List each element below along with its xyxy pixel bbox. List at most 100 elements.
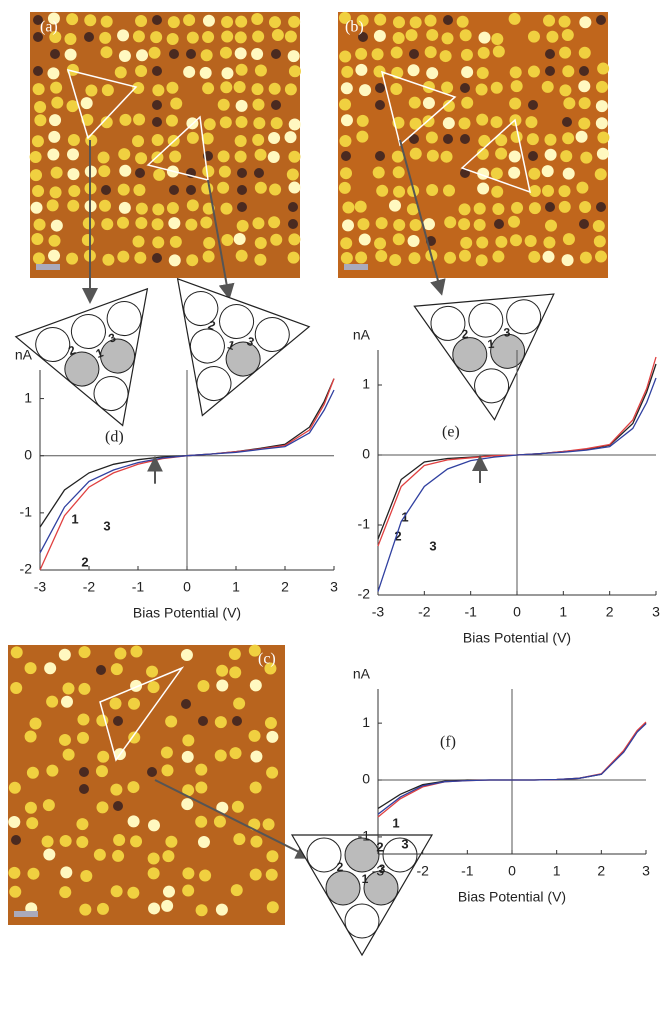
adatom: [48, 250, 60, 262]
adatom: [127, 781, 139, 793]
adatom: [136, 49, 148, 61]
adatom: [25, 802, 37, 814]
stm-image: (c): [8, 645, 285, 925]
adatom: [97, 751, 109, 763]
adatom: [132, 135, 144, 147]
adatom: [128, 815, 140, 827]
adatom: [410, 219, 422, 231]
adatom: [269, 16, 281, 28]
y-tick-label: 1: [24, 389, 32, 405]
adatom: [99, 200, 111, 212]
panel-label: (b): [345, 19, 364, 36]
defect: [50, 49, 60, 59]
defect: [375, 151, 385, 161]
adatom: [94, 849, 106, 861]
adatom: [170, 236, 182, 248]
adatom: [340, 167, 352, 179]
curve-label: 3: [103, 518, 110, 533]
adatom: [288, 233, 300, 245]
adatom: [66, 253, 78, 265]
adatom: [168, 16, 180, 28]
adatom: [76, 836, 88, 848]
adatom: [509, 98, 521, 110]
adatom: [266, 850, 278, 862]
adatom: [342, 201, 354, 213]
adatom: [31, 202, 43, 214]
adatom: [357, 218, 369, 230]
panel-label: (c): [258, 651, 276, 668]
x-tick-label: -1: [461, 863, 474, 879]
adatom: [356, 131, 368, 143]
adatom: [461, 66, 473, 78]
adatom: [77, 714, 89, 726]
adatom: [441, 81, 453, 93]
adatom: [251, 13, 263, 25]
y-tick-label: 1: [362, 714, 370, 730]
adatom: [85, 84, 97, 96]
adatom: [341, 114, 353, 126]
defect: [169, 49, 179, 59]
adatom: [185, 219, 197, 231]
adatom: [202, 165, 214, 177]
adatom: [133, 114, 145, 126]
x-tick-label: -1: [132, 579, 145, 595]
adatom: [25, 731, 37, 743]
adatom: [8, 867, 20, 879]
defect: [545, 49, 555, 59]
adatom: [376, 217, 388, 229]
adatom: [221, 30, 233, 42]
adatom: [285, 31, 297, 43]
adatom: [444, 216, 456, 228]
adatom: [579, 97, 591, 109]
adatom: [289, 118, 301, 130]
y-tick-label: 1: [362, 376, 370, 392]
y-tick-label: -1: [20, 504, 33, 520]
defect: [443, 134, 453, 144]
adatom: [476, 114, 488, 126]
adatom: [216, 680, 228, 692]
adatom: [271, 117, 283, 129]
adatom: [183, 14, 195, 26]
adatom: [168, 217, 180, 229]
defect: [79, 784, 89, 794]
defect: [33, 66, 43, 76]
adatom: [288, 16, 300, 28]
adatom: [119, 114, 131, 126]
adatom: [269, 83, 281, 95]
adatom: [181, 649, 193, 661]
adatom: [341, 66, 353, 78]
adatom: [231, 884, 243, 896]
adatom: [61, 696, 73, 708]
x-tick-label: -2: [418, 604, 431, 620]
adatom: [34, 114, 46, 126]
adatom: [596, 117, 608, 129]
adatom: [563, 168, 575, 180]
adatom: [182, 867, 194, 879]
adatom: [376, 185, 388, 197]
defect: [84, 32, 94, 42]
adatom: [181, 798, 193, 810]
adatom: [375, 250, 387, 262]
adatom: [542, 165, 554, 177]
adatom: [389, 200, 401, 212]
adatom: [392, 151, 404, 163]
adatom: [111, 885, 123, 897]
y-tick-label: 0: [362, 771, 370, 787]
adatom: [253, 117, 265, 129]
adatom: [215, 716, 227, 728]
defect: [375, 83, 385, 93]
adatom: [97, 903, 109, 915]
defect: [186, 185, 196, 195]
stm-image: (a): [30, 12, 301, 278]
defect: [562, 117, 572, 127]
adatom: [170, 97, 182, 109]
adatom: [76, 818, 88, 830]
adatom: [288, 252, 300, 264]
adatom: [162, 850, 174, 862]
adatom: [459, 250, 471, 262]
adatom: [576, 131, 588, 143]
adatom: [359, 233, 371, 245]
adatom: [201, 49, 213, 61]
adatom: [408, 64, 420, 76]
adatom: [114, 648, 126, 660]
